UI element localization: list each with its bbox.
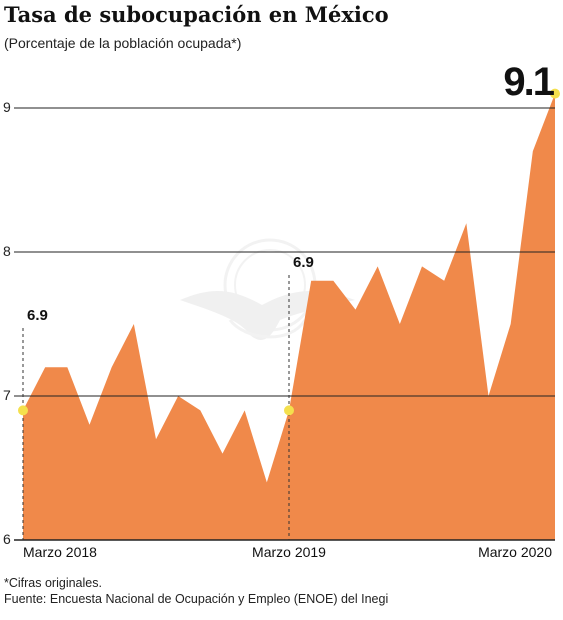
- data-label: 6.9: [293, 254, 314, 271]
- area-chart: 6 7 8 9 Marzo 2018 Marzo 2019 Marzo 2020 6.9 6.…: [3, 60, 560, 560]
- y-tick-label: 6: [3, 531, 11, 547]
- data-label: 6.9: [27, 307, 48, 324]
- chart-notes: *Cifras originales. Fuente: Encuesta Nac…: [4, 575, 388, 607]
- subocupacion-area: [23, 93, 555, 540]
- y-tick-label: 7: [3, 387, 11, 403]
- data-point-marker: [18, 405, 28, 416]
- data-label-latest: 9.1: [503, 60, 554, 104]
- x-tick-label: Marzo 2018: [23, 544, 97, 560]
- chart-title: Tasa de subocupación en México: [4, 2, 389, 27]
- x-tick-label: Marzo 2020: [478, 544, 552, 560]
- source-note: Fuente: Encuesta Nacional de Ocupación y…: [4, 592, 389, 606]
- chart-subtitle: (Porcentaje de la población ocupada*): [4, 35, 242, 51]
- data-point-marker: [284, 405, 294, 416]
- y-tick-label: 8: [3, 243, 11, 259]
- x-tick-label: Marzo 2019: [252, 544, 326, 560]
- data-point-marker: [550, 88, 560, 99]
- y-tick-label: 9: [3, 99, 11, 115]
- footnote: *Cifras originales.: [4, 576, 102, 590]
